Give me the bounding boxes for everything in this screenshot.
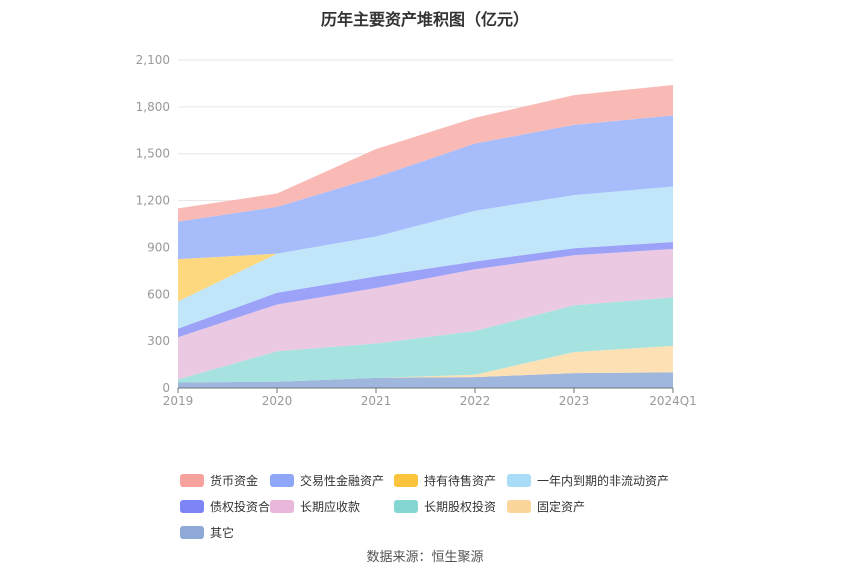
axes: 0 300 600 900 1,200 1,500 1,800 2,100 2019 2020 20…	[136, 53, 697, 408]
legend-label: 其它	[210, 526, 235, 540]
y-tick-label: 1,500	[136, 147, 170, 161]
legend-swatch	[180, 500, 204, 513]
y-tick-label: 2,100	[136, 53, 170, 67]
legend-item[interactable]: 货币资金	[180, 472, 258, 489]
legend-item[interactable]: 一年内到期的非流动资产	[507, 472, 669, 489]
y-tick-label: 0	[162, 381, 170, 395]
legend-item[interactable]: 固定资产	[507, 498, 585, 515]
y-tick-label: 300	[147, 334, 170, 348]
legend-swatch	[394, 500, 418, 513]
y-tick-label: 1,200	[136, 194, 170, 208]
legend-label: 长期应收款	[300, 500, 361, 514]
legend-swatch	[507, 500, 531, 513]
data-source-note: 数据来源：恒生聚源	[366, 550, 484, 565]
area-长期应收款	[178, 248, 673, 380]
area-交易性金融资产	[178, 115, 673, 260]
y-tick-label: 600	[147, 287, 170, 301]
legend-label: 固定资产	[537, 500, 586, 514]
legend-swatch	[270, 500, 294, 513]
x-tick-label: 2024Q1	[649, 394, 697, 408]
legend-swatch	[180, 474, 204, 487]
y-tick-label: 1,800	[136, 100, 170, 114]
x-tick-label: 2020	[262, 394, 293, 408]
legend-label: 一年内到期的非流动资产	[537, 474, 670, 488]
area-货币资金	[178, 84, 673, 222]
stacked-area-chart: 0 300 600 900 1,200 1,500 1,800 2,100 2019 2020 20…	[136, 53, 697, 408]
area-固定资产	[178, 345, 673, 383]
area-债权投资合计	[178, 241, 673, 338]
legend-swatch	[394, 474, 418, 487]
legend-label: 货币资金	[210, 474, 259, 488]
legend-swatch	[270, 474, 294, 487]
legend-label: 长期股权投资	[424, 500, 497, 514]
legend-swatch	[180, 526, 204, 539]
x-tick-label: 2021	[361, 394, 392, 408]
area-长期股权投资	[178, 297, 673, 383]
legend-item[interactable]: 长期应收款	[270, 498, 360, 515]
legend-label: 交易性金融资产	[300, 474, 385, 488]
y-tick-label: 900	[147, 240, 170, 254]
legend-item[interactable]: 长期股权投资	[394, 498, 496, 515]
legend-item[interactable]: 债权投资合计	[180, 498, 282, 515]
legend-swatch	[507, 474, 531, 487]
legend-label: 债权投资合计	[210, 500, 283, 514]
area-一年内到期的非流动资产	[178, 186, 673, 329]
area-其它	[178, 372, 673, 388]
legend-item[interactable]: 交易性金融资产	[270, 472, 384, 489]
legend-item[interactable]: 持有待售资产	[394, 472, 496, 489]
x-tick-label: 2019	[163, 394, 194, 408]
legend-item[interactable]: 其它	[180, 524, 234, 541]
x-tick-label: 2022	[460, 394, 491, 408]
chart-title: 历年主要资产堆积图（亿元）	[320, 10, 529, 29]
area-series	[178, 84, 673, 388]
legend-label: 持有待售资产	[424, 474, 497, 488]
x-tick-label: 2023	[559, 394, 590, 408]
